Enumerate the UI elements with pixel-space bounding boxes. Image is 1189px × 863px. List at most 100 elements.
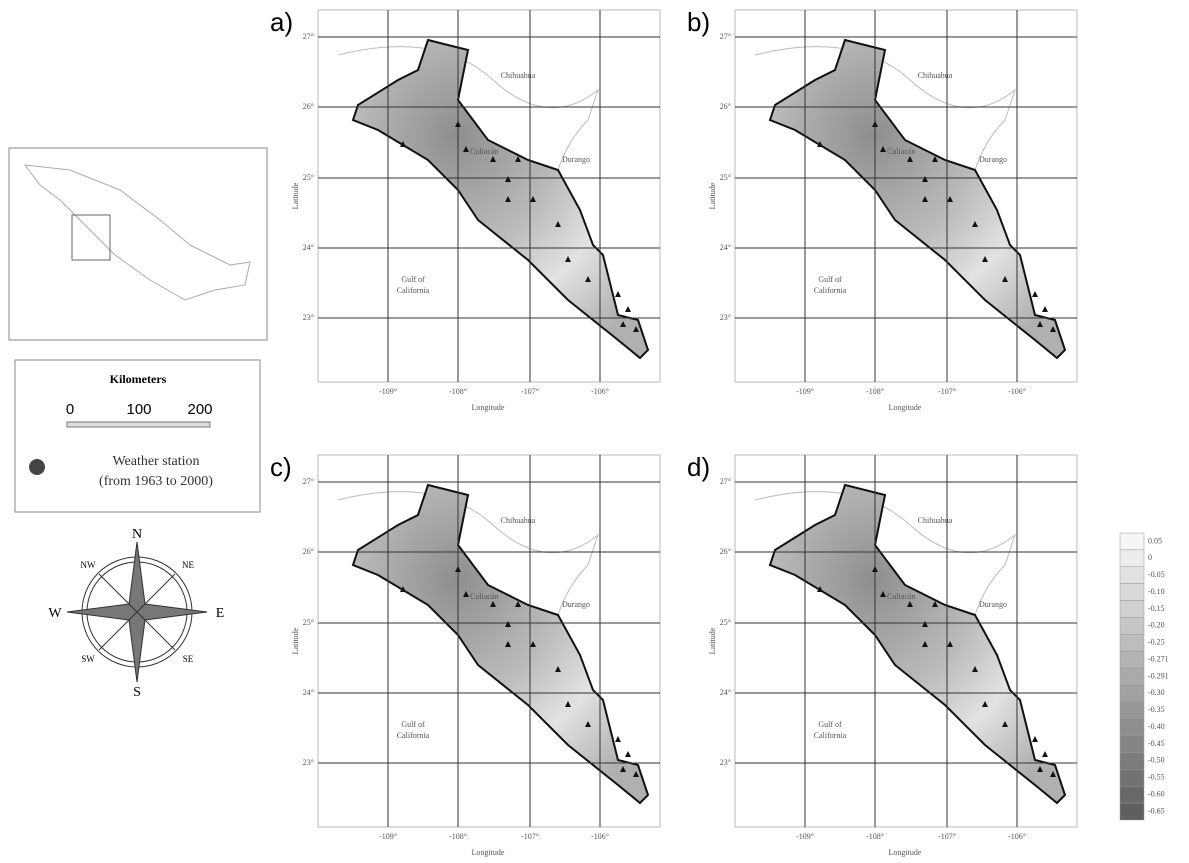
sinaloa: [770, 40, 1065, 358]
state-label: Chihuahua: [501, 71, 536, 80]
colorbar-cell: [1120, 567, 1144, 584]
x-axis-label: Longitude: [889, 403, 922, 412]
sea-label: Gulf of: [818, 275, 842, 284]
colorbar-label: -0.30: [1148, 688, 1165, 697]
lat-tick: 23°: [720, 758, 731, 767]
colorbar-cell: [1120, 550, 1144, 567]
colorbar-cell: [1120, 786, 1144, 803]
colorbar-label: -0.55: [1148, 773, 1165, 782]
lat-tick: 26°: [720, 102, 731, 111]
sea-label: California: [397, 286, 430, 295]
sea-label: California: [397, 731, 430, 740]
colorbar-cell: [1120, 736, 1144, 753]
lat-tick: 24°: [303, 688, 314, 697]
lon-tick: -108°: [449, 832, 467, 841]
y-axis-label: Latitude: [708, 182, 717, 209]
station: [1032, 291, 1038, 297]
station: [615, 291, 621, 297]
state-label: Chihuahua: [501, 516, 536, 525]
lat-tick: 27°: [303, 32, 314, 41]
y-axis-label: Latitude: [291, 182, 300, 209]
state-label: Chihuahua: [918, 71, 953, 80]
city: Culiacán: [470, 592, 498, 601]
x-axis-label: Longitude: [472, 848, 505, 857]
colorbar-label: -0.35: [1148, 705, 1165, 714]
sea-label: California: [814, 731, 847, 740]
lat-tick: 23°: [720, 313, 731, 322]
lat-tick: 24°: [303, 243, 314, 252]
colorbar-label: -0.40: [1148, 722, 1165, 731]
city: Culiacán: [887, 592, 915, 601]
lon-tick: -106°: [591, 832, 609, 841]
colorbar-cell: [1120, 668, 1144, 685]
station: [625, 751, 631, 757]
lon-tick: -109°: [379, 832, 397, 841]
city: Culiacán: [470, 147, 498, 156]
colorbar-label: -0.20: [1148, 621, 1165, 630]
sinaloa: [353, 485, 648, 803]
compass-label: E: [216, 606, 225, 621]
state-label: Durango: [562, 600, 590, 609]
x-axis-label: Longitude: [889, 848, 922, 857]
lat-tick: 24°: [720, 688, 731, 697]
state-label: Durango: [979, 600, 1007, 609]
colorbar-cell: [1120, 617, 1144, 634]
scale-bar: [67, 422, 210, 427]
inset-frame: [9, 148, 267, 340]
colorbar-cell: [1120, 685, 1144, 702]
colorbar-cell: [1120, 752, 1144, 769]
compass-label: N: [132, 527, 142, 542]
colorbar-label: -0.10: [1148, 587, 1165, 596]
colorbar-label: -0.50: [1148, 756, 1165, 765]
scale-title: Kilometers: [110, 372, 167, 386]
lon-tick: -109°: [379, 387, 397, 396]
panel-label: b): [687, 7, 710, 37]
station: [625, 306, 631, 312]
lon-tick: -107°: [521, 832, 539, 841]
station: [615, 736, 621, 742]
lat-tick: 27°: [303, 477, 314, 486]
sinaloa: [770, 485, 1065, 803]
lon-tick: -108°: [866, 832, 884, 841]
state-label: Durango: [979, 155, 1007, 164]
colorbar-label: -0.15: [1148, 604, 1165, 613]
lon-tick: -107°: [938, 832, 956, 841]
inset-box: [72, 215, 110, 260]
colorbar-cell: [1120, 719, 1144, 736]
station: [1042, 306, 1048, 312]
compass-label: NE: [182, 560, 194, 570]
panel-label: c): [270, 452, 292, 482]
lat-tick: 26°: [303, 102, 314, 111]
colorbar-label: -0.05: [1148, 570, 1165, 579]
station-label: Weather station: [112, 454, 199, 469]
colorbar-cell: [1120, 584, 1144, 601]
figure: Kilometers 0 100 200 Weather station (fr…: [0, 0, 1189, 858]
sinaloa: [353, 40, 648, 358]
compass-label: NW: [81, 560, 96, 570]
colorbar-label: -0.45: [1148, 739, 1165, 748]
colorbar-cell: [1120, 601, 1144, 618]
y-axis-label: Latitude: [291, 627, 300, 654]
lon-tick: -107°: [938, 387, 956, 396]
lon-tick: -108°: [449, 387, 467, 396]
lon-tick: -106°: [1008, 832, 1026, 841]
lon-tick: -108°: [866, 387, 884, 396]
state-label: Chihuahua: [918, 516, 953, 525]
lon-tick: -109°: [796, 832, 814, 841]
compass-label: SW: [81, 654, 95, 664]
state-label: Durango: [562, 155, 590, 164]
colorbar-label: -0.271: [1148, 654, 1169, 663]
colorbar-label: -0.291: [1148, 671, 1169, 680]
lat-tick: 25°: [720, 618, 731, 627]
compass-label: S: [133, 685, 141, 700]
lat-tick: 23°: [303, 758, 314, 767]
panel-label: a): [270, 7, 293, 37]
colorbar-label: -0.25: [1148, 638, 1165, 647]
station: [1032, 736, 1038, 742]
city: Culiacán: [887, 147, 915, 156]
colorbar-label: 0.05: [1148, 536, 1162, 545]
colorbar-cell: [1120, 533, 1144, 550]
colorbar-cell: [1120, 651, 1144, 668]
colorbar-label: 0: [1148, 553, 1152, 562]
lon-tick: -106°: [591, 387, 609, 396]
